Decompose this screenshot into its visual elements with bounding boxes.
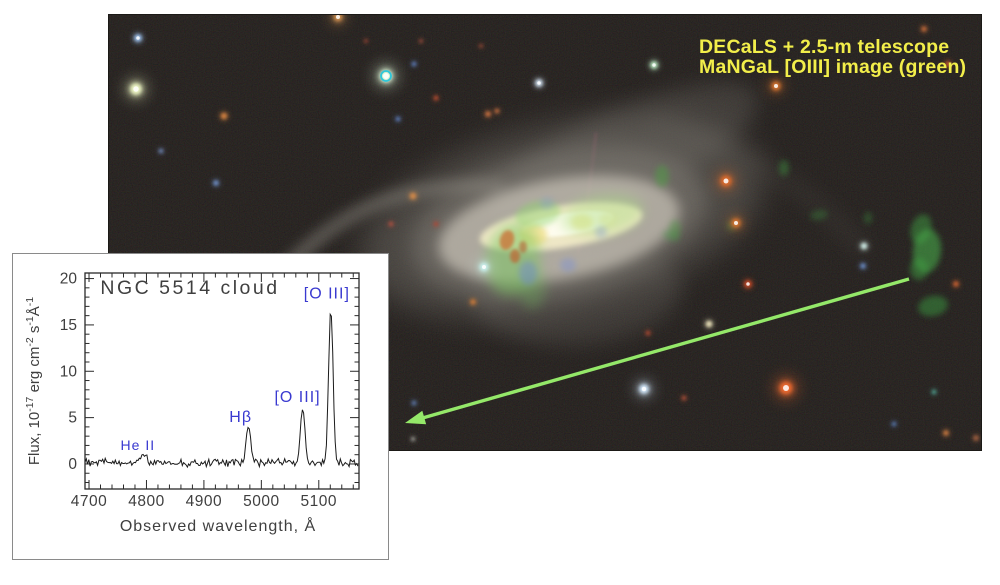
- star: [859, 241, 869, 251]
- star: [132, 32, 144, 44]
- spectrum-line: [85, 312, 359, 469]
- x-axis-label: Observed wavelength, Å: [120, 516, 316, 535]
- green-cloud-blob: [810, 209, 828, 221]
- star-ring-artifact: [380, 70, 392, 82]
- star: [410, 436, 416, 442]
- star: [952, 280, 960, 288]
- star: [632, 377, 656, 401]
- star: [418, 38, 424, 44]
- star: [972, 434, 980, 442]
- y-tick-label: 10: [60, 363, 78, 380]
- core-blob: [499, 230, 515, 250]
- core-blob: [510, 249, 520, 263]
- star: [219, 111, 229, 121]
- star: [533, 77, 545, 89]
- star: [681, 395, 687, 401]
- star: [433, 95, 439, 101]
- x-tick-label: 4900: [186, 493, 222, 510]
- star: [484, 110, 492, 118]
- spectrum-plot-svg: 4700 4800 4900 5000 5100 0 5 10 15 20 He II Hβ [O II…: [24, 271, 360, 535]
- y-tick-label: 15: [60, 317, 77, 334]
- star: [859, 262, 867, 270]
- star: [648, 59, 660, 71]
- green-cloud-blob: [910, 258, 928, 280]
- star: [770, 372, 802, 404]
- image-caption: DECaLS + 2.5-m telescope MaNGaL [OIII] i…: [699, 36, 967, 78]
- star: [158, 148, 164, 154]
- star: [742, 278, 754, 290]
- green-cloud-blob: [864, 212, 872, 224]
- star: [920, 25, 928, 33]
- star: [433, 221, 439, 227]
- green-cloud-blob: [918, 295, 948, 317]
- star: [494, 108, 500, 114]
- stars: [121, 15, 980, 442]
- star: [765, 75, 787, 97]
- emission-line-label: [O III]: [304, 286, 350, 303]
- star: [411, 61, 417, 67]
- core-blob: [519, 241, 527, 253]
- core-blob: [560, 258, 576, 272]
- axis-ticks: [85, 273, 359, 489]
- star: [212, 179, 220, 187]
- star: [725, 212, 747, 234]
- star: [363, 38, 369, 44]
- star: [942, 429, 950, 437]
- star: [931, 389, 937, 395]
- emission-line-label: [O III]: [274, 389, 320, 406]
- pointer-arrow-shaft: [419, 277, 910, 421]
- x-tick-label: 5100: [301, 493, 337, 510]
- star: [411, 400, 417, 406]
- x-tick-label: 4800: [128, 493, 164, 510]
- emission-line-label: Hβ: [229, 409, 252, 426]
- star: [713, 168, 739, 194]
- star: [327, 15, 349, 28]
- core-blob: [560, 194, 644, 236]
- caption-line-1: DECaLS + 2.5-m telescope: [699, 36, 950, 58]
- star: [704, 319, 714, 329]
- core-blob: [595, 226, 607, 238]
- galaxy-core: [438, 165, 681, 309]
- star: [944, 60, 952, 68]
- pointer-arrow: [405, 277, 910, 425]
- green-cloud-blob: [662, 230, 680, 242]
- y-tick-label: 5: [68, 410, 77, 427]
- plot-frame: [84, 272, 360, 490]
- caption-line-2: MaNGaL [OIII] image (green): [699, 55, 967, 78]
- y-axis-label: Flux, 10-17 erg cm-2 s-1Å-1: [24, 297, 43, 465]
- pointer-arrow-head: [405, 410, 427, 425]
- star: [478, 43, 484, 49]
- star: [473, 256, 495, 278]
- star: [395, 116, 401, 122]
- star: [121, 74, 151, 104]
- x-tick-label: 5000: [243, 493, 279, 510]
- plot-title: NGC 5514 cloud: [100, 277, 279, 299]
- star: [388, 221, 394, 227]
- core-blob: [655, 165, 669, 187]
- star: [408, 191, 418, 201]
- star: [469, 298, 477, 306]
- star: [891, 421, 897, 427]
- star: [370, 60, 402, 92]
- star: [645, 330, 651, 336]
- green-cloud-blob: [779, 160, 789, 176]
- spectrum-inset-panel: 4700 4800 4900 5000 5100 0 5 10 15 20 He II Hβ [O II…: [12, 253, 389, 560]
- core-blob: [519, 261, 537, 285]
- y-tick-label: 20: [60, 271, 78, 288]
- x-tick-label: 4700: [71, 493, 107, 510]
- core-blob: [540, 197, 554, 209]
- y-tick-label: 0: [68, 456, 77, 473]
- emission-line-label: He II: [121, 437, 156, 453]
